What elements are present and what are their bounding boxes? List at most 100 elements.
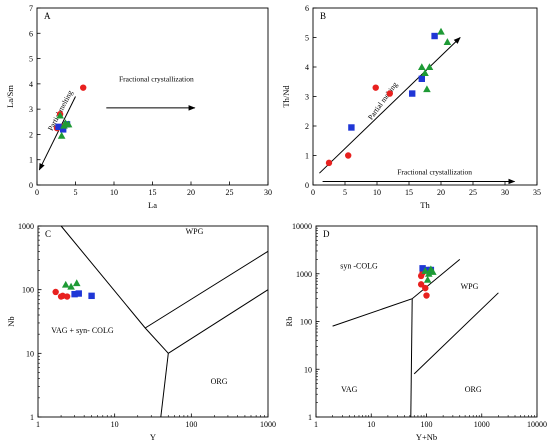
y-tick-label: 1 [305, 152, 309, 161]
x-tick-label: 25 [469, 188, 477, 197]
y-tick-label: 4 [305, 63, 309, 72]
data-point-circle [80, 84, 87, 91]
y-tick-label: 10 [26, 349, 34, 358]
y-axis-label: Th/Nd [281, 85, 291, 108]
y-tick-label: 10 [304, 365, 312, 374]
x-tick-label: 35 [533, 188, 541, 197]
data-point-triangle [443, 38, 452, 45]
data-point-triangle [428, 267, 437, 275]
y-axis-label: Nb [6, 316, 16, 326]
panel-letter: A [44, 11, 51, 21]
data-point-circle [417, 281, 425, 288]
data-point-triangle [423, 275, 432, 283]
y-tick-label: 3 [305, 93, 309, 102]
y-tick-label: 1000 [18, 222, 34, 231]
data-point-triangle [418, 63, 426, 71]
data-point-triangle [424, 269, 433, 277]
field-label: syn -COLG [340, 261, 378, 270]
data-point-triangle [72, 279, 81, 287]
y-tick-label: 0 [305, 181, 309, 190]
y-tick-label: 1 [30, 413, 34, 422]
y-tick-label: 1 [29, 156, 33, 165]
y-tick-label: 0 [29, 181, 33, 190]
y-tick-label: 100 [22, 286, 34, 295]
field-boundary [168, 289, 269, 354]
x-tick-label: 10 [110, 188, 118, 197]
data-point-triangle [61, 280, 70, 288]
x-tick-label: 15 [405, 188, 413, 197]
x-tick-label: 10 [373, 188, 381, 197]
x-axis-label: Th [420, 200, 430, 210]
data-point-triangle [421, 69, 429, 76]
field-label: WPG [186, 227, 204, 236]
x-tick-label: 100 [185, 420, 197, 429]
x-tick-label: 1 [36, 420, 40, 429]
x-tick-label: 30 [264, 188, 272, 197]
y-tick-label: 1 [308, 413, 312, 422]
field-label: WPG [461, 282, 479, 291]
y-tick-label: 6 [29, 29, 33, 38]
x-tick-label: 30 [501, 188, 509, 197]
data-point-triangle [56, 111, 64, 119]
x-tick-label: 0 [35, 188, 39, 197]
x-tick-label: 10 [111, 420, 119, 429]
data-point-circle [52, 288, 59, 296]
field-label: VAG + syn- COLG [51, 326, 114, 335]
trend-arrow [319, 37, 461, 174]
data-point-square [88, 292, 95, 300]
field-boundary [160, 353, 169, 418]
field-label: VAG [341, 385, 358, 394]
y-tick-label: 5 [29, 55, 33, 64]
data-point-square [55, 123, 62, 131]
data-point-triangle [61, 119, 70, 127]
data-point-square [75, 290, 82, 297]
trend-arrow [38, 96, 76, 171]
data-point-square [71, 290, 78, 298]
data-point-triangle [423, 85, 431, 93]
x-axis-label: Y [150, 432, 156, 442]
data-point-square [348, 124, 355, 131]
x-tick-label: 25 [226, 188, 234, 197]
field-boundary [410, 298, 413, 418]
plot-frame [37, 225, 269, 418]
y-axis-label: Rb [284, 317, 294, 327]
panel-d: D 1 10 100 1000 10000 1 10 100 1000 10000 Y+Nb Rb syn… [284, 222, 547, 442]
field-boundary [144, 250, 269, 329]
y-tick-label: 2 [29, 130, 33, 139]
trend-annotation: Fractional crystallization [397, 168, 472, 177]
panel-letter: D [323, 229, 330, 239]
x-tick-label: 1000 [260, 420, 276, 429]
data-point-circle [63, 293, 71, 300]
x-tick-label: 1000 [474, 420, 490, 429]
y-tick-label: 5 [305, 34, 309, 43]
data-point-triangle [425, 63, 434, 71]
data-point-circle [386, 90, 393, 97]
y-tick-label: 7 [29, 4, 33, 13]
trend-annotation: Fractional crystallization [119, 74, 194, 83]
x-tick-label: 10 [367, 420, 375, 429]
y-tick-label: 1000 [296, 270, 312, 279]
data-point-square [59, 126, 67, 133]
y-tick-label: 2 [305, 122, 309, 131]
x-tick-label: 5 [343, 188, 347, 197]
x-tick-label: 1 [314, 420, 318, 429]
x-tick-label: 5 [74, 188, 78, 197]
data-point-circle [345, 152, 352, 159]
y-tick-label: 10000 [292, 222, 312, 231]
x-tick-label: 0 [311, 188, 315, 197]
y-axis-label: La/Sm [5, 85, 15, 108]
field-boundary [413, 292, 499, 375]
x-tick-label: 15 [149, 188, 157, 197]
data-point-triangle [421, 267, 430, 274]
panel-c: C 1 10 100 1000 1 10 100 1000 Y Nb WPG VAG + syn- CO… [6, 222, 276, 442]
data-point-square [431, 32, 438, 40]
data-point-circle [372, 84, 379, 91]
x-tick-label: 20 [187, 188, 195, 197]
y-tick-label: 100 [300, 318, 312, 327]
data-point-circle [325, 159, 333, 167]
x-axis-label: La [148, 200, 157, 210]
x-tick-label: 100 [421, 420, 433, 429]
